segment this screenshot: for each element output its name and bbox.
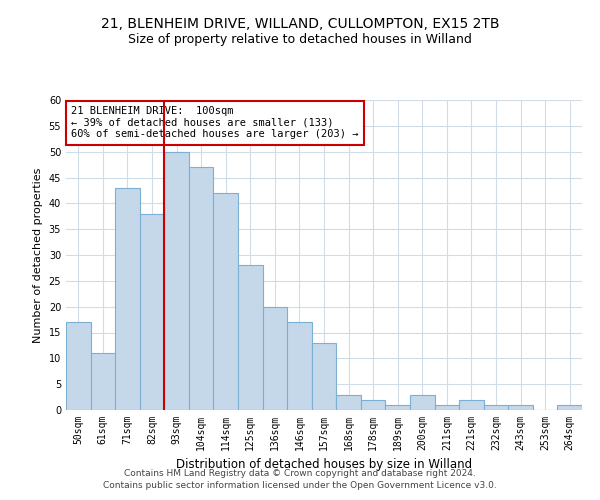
Bar <box>557 405 582 410</box>
Bar <box>361 400 385 410</box>
Bar <box>189 167 214 410</box>
Text: Contains public sector information licensed under the Open Government Licence v3: Contains public sector information licen… <box>103 481 497 490</box>
Text: Size of property relative to detached houses in Willand: Size of property relative to detached ho… <box>128 32 472 46</box>
Bar <box>385 405 410 410</box>
Text: 21 BLENHEIM DRIVE:  100sqm
← 39% of detached houses are smaller (133)
60% of sem: 21 BLENHEIM DRIVE: 100sqm ← 39% of detac… <box>71 106 359 140</box>
Bar <box>115 188 140 410</box>
Bar <box>238 266 263 410</box>
Bar <box>66 322 91 410</box>
Bar <box>484 405 508 410</box>
Bar <box>164 152 189 410</box>
Bar <box>336 394 361 410</box>
Bar <box>91 353 115 410</box>
Text: Contains HM Land Registry data © Crown copyright and database right 2024.: Contains HM Land Registry data © Crown c… <box>124 468 476 477</box>
X-axis label: Distribution of detached houses by size in Willand: Distribution of detached houses by size … <box>176 458 472 471</box>
Bar <box>410 394 434 410</box>
Y-axis label: Number of detached properties: Number of detached properties <box>33 168 43 342</box>
Bar <box>287 322 312 410</box>
Bar <box>312 343 336 410</box>
Bar <box>263 306 287 410</box>
Text: 21, BLENHEIM DRIVE, WILLAND, CULLOMPTON, EX15 2TB: 21, BLENHEIM DRIVE, WILLAND, CULLOMPTON,… <box>101 18 499 32</box>
Bar <box>434 405 459 410</box>
Bar <box>508 405 533 410</box>
Bar <box>459 400 484 410</box>
Bar <box>214 193 238 410</box>
Bar <box>140 214 164 410</box>
